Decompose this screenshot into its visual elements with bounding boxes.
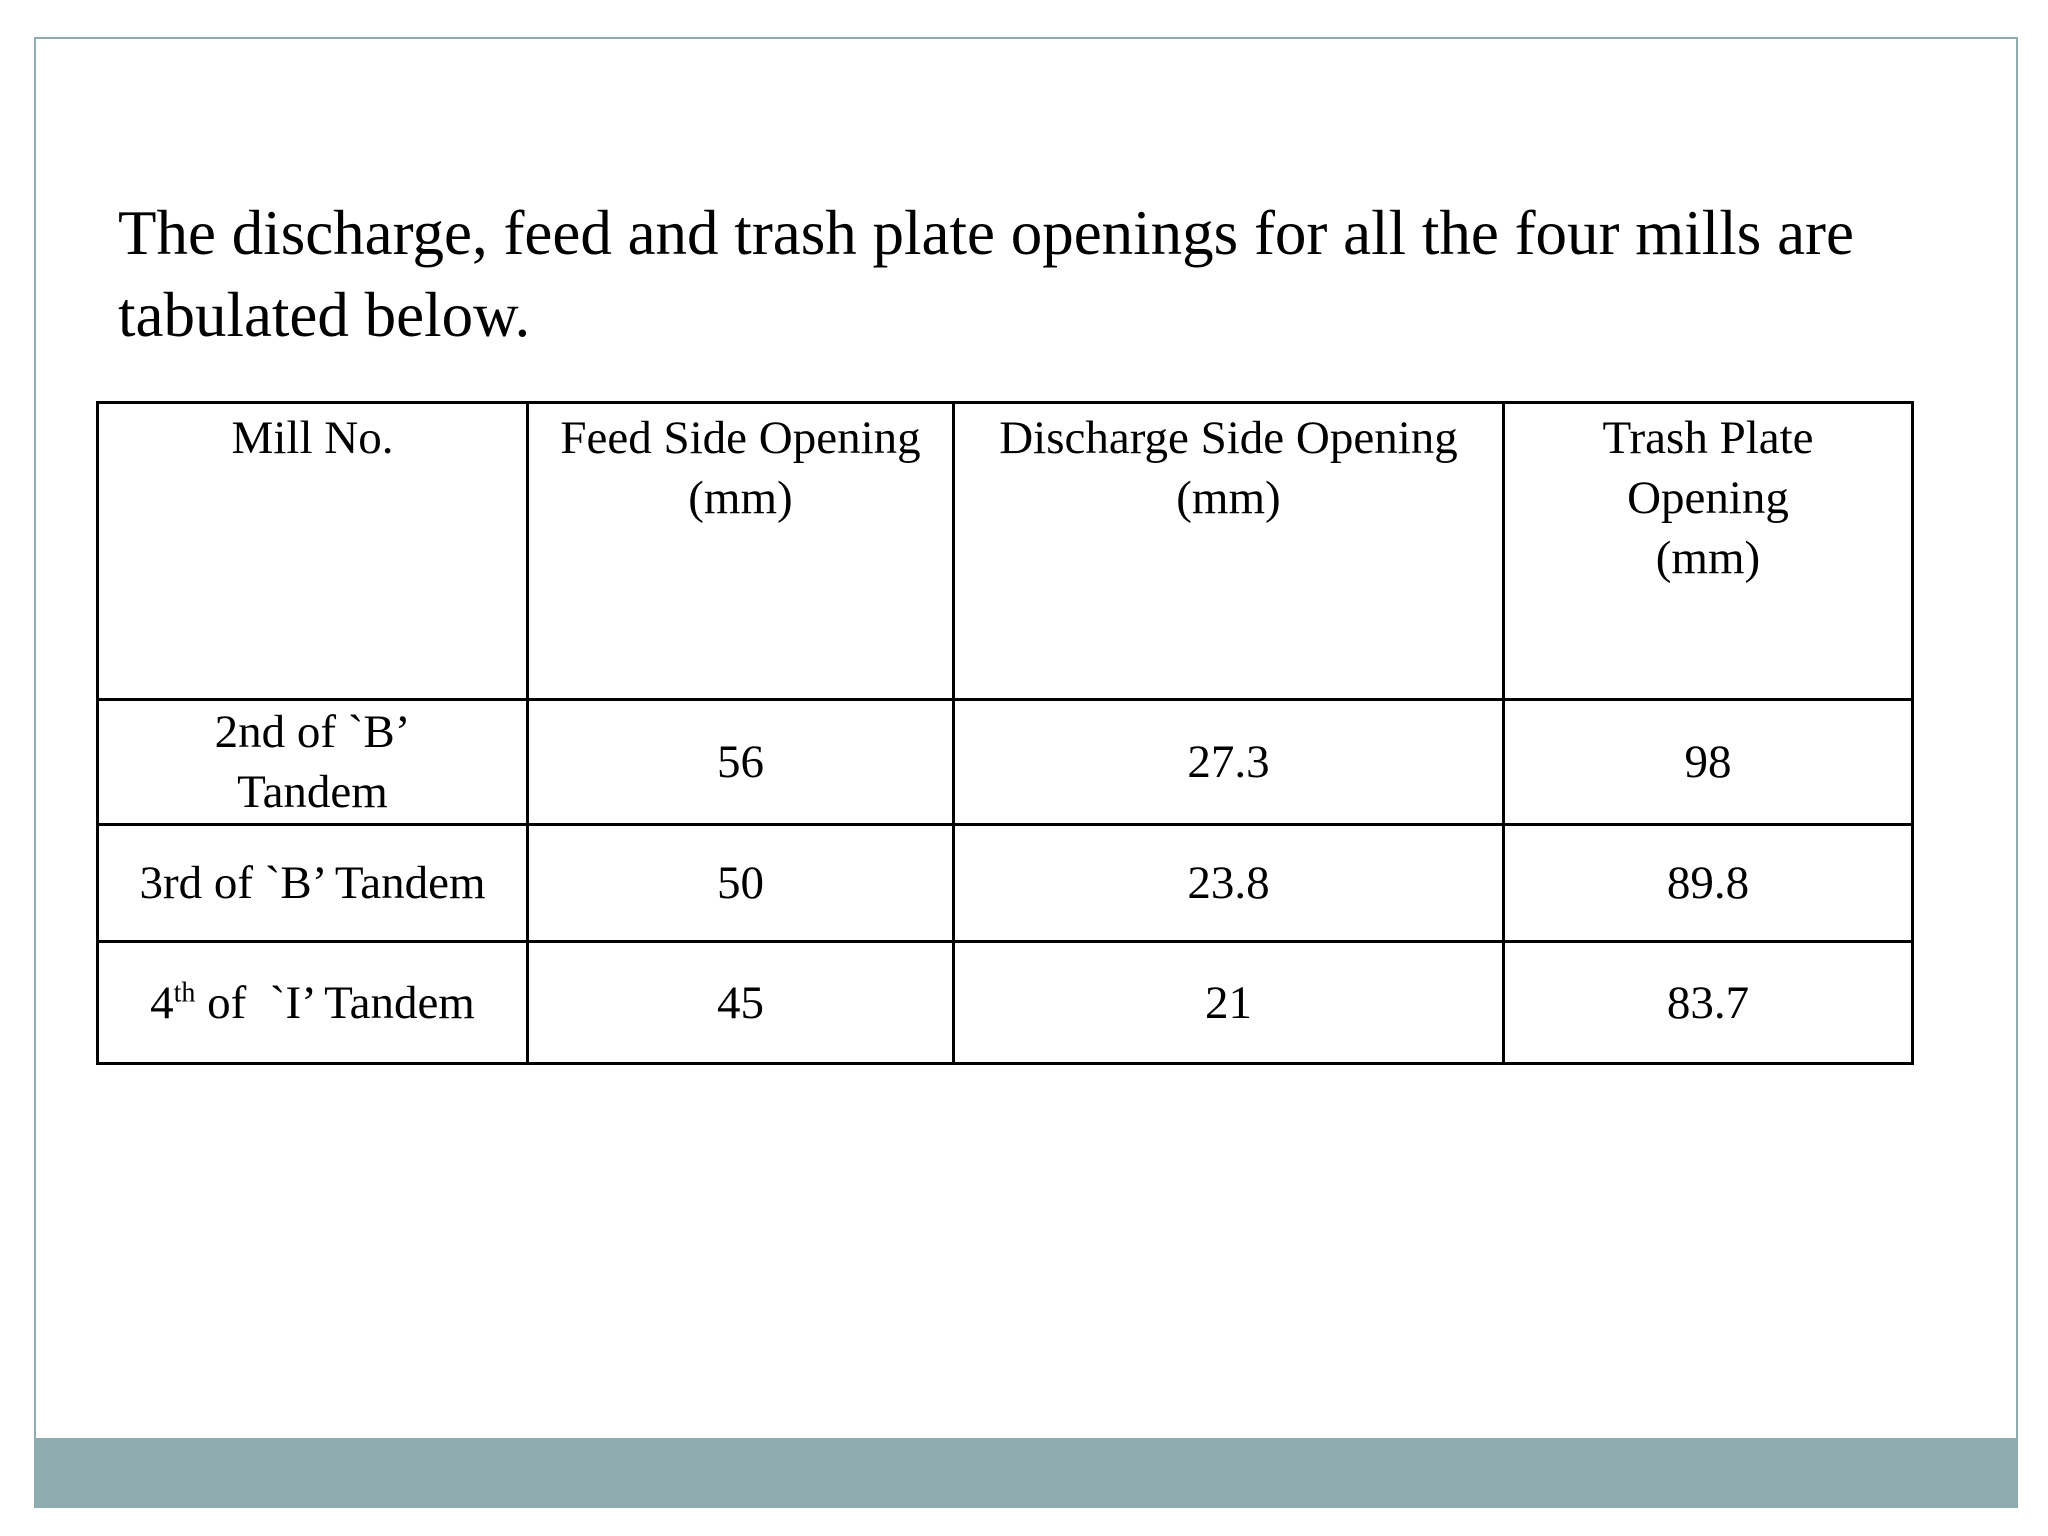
text-line: Tandem: [237, 766, 388, 818]
superscript: th: [173, 976, 196, 1008]
header-cell: Trash Plate Opening (mm): [1502, 401, 1914, 701]
text-line: Opening: [1627, 472, 1789, 524]
cell: 50: [526, 823, 955, 943]
cell: 27.3: [952, 698, 1505, 826]
cell: 83.7: [1502, 940, 1914, 1065]
text-line: The discharge, feed and trash plate open…: [118, 198, 1854, 268]
row: 3rd of `B’ Tandem 50 23.8 89.8: [96, 823, 1914, 943]
text-line: Mill No.: [231, 412, 394, 464]
text-line: Discharge Side Opening: [999, 412, 1458, 464]
cell: 45: [526, 940, 955, 1065]
cell: 21: [952, 940, 1505, 1065]
text-line: Trash Plate: [1602, 412, 1814, 464]
cell: 3rd of `B’ Tandem: [96, 823, 529, 943]
header-cell: Mill No.: [96, 401, 529, 701]
cell: 98: [1502, 698, 1914, 826]
header-cell: Discharge Side Opening (mm): [952, 401, 1505, 701]
text-line: 2nd of `B’: [214, 706, 411, 758]
cell: 4th of `I’ Tandem: [96, 940, 529, 1065]
header-cell: Feed Side Opening (mm): [526, 401, 955, 701]
footer-bar: [34, 1438, 2018, 1508]
text-line: Feed Side Opening: [560, 412, 921, 464]
cell: 2nd of `B’ Tandem: [96, 698, 529, 826]
text-line: tabulated below.: [118, 280, 531, 350]
text-line: 3rd of `B’ Tandem: [139, 857, 486, 909]
cell-text: of `I’ Tandem: [195, 976, 475, 1029]
cell: 89.8: [1502, 823, 1914, 943]
row: 4th of `I’ Tandem 45 21 83.7: [96, 940, 1914, 1065]
intro-text: The discharge, feed and trash plate open…: [118, 192, 1854, 356]
text-line: (mm): [1176, 472, 1281, 524]
header-row: Mill No. Feed Side Opening (mm) Discharge…: [96, 401, 1914, 701]
cell: 23.8: [952, 823, 1505, 943]
text-line: (mm): [1655, 532, 1761, 584]
row: 2nd of `B’ Tandem 56 27.3 98: [96, 698, 1914, 826]
text-line: (mm): [688, 472, 793, 524]
table: Mill No. Feed Side Opening (mm) Discharge…: [96, 401, 1914, 1065]
cell-text: 4: [150, 976, 174, 1029]
cell: 56: [526, 698, 955, 826]
